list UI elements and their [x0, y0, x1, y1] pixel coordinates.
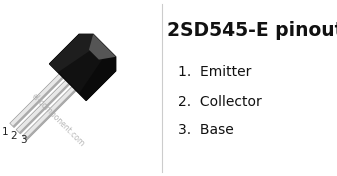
- Polygon shape: [19, 81, 71, 134]
- Text: 3.  Base: 3. Base: [178, 123, 234, 137]
- Text: 2: 2: [11, 131, 17, 141]
- Polygon shape: [50, 34, 116, 101]
- Text: 1: 1: [1, 127, 8, 137]
- Text: 2SD545-E pinout: 2SD545-E pinout: [167, 20, 337, 39]
- Polygon shape: [12, 75, 65, 127]
- Polygon shape: [16, 79, 71, 134]
- Polygon shape: [23, 85, 78, 140]
- Text: 2.  Collector: 2. Collector: [178, 95, 262, 109]
- Polygon shape: [89, 34, 116, 60]
- Polygon shape: [10, 72, 65, 127]
- Polygon shape: [25, 88, 78, 140]
- Text: el-component.com: el-component.com: [29, 92, 86, 149]
- Text: 3: 3: [20, 134, 27, 144]
- Text: 1.  Emitter: 1. Emitter: [178, 65, 251, 79]
- Polygon shape: [50, 34, 102, 72]
- Polygon shape: [79, 50, 116, 101]
